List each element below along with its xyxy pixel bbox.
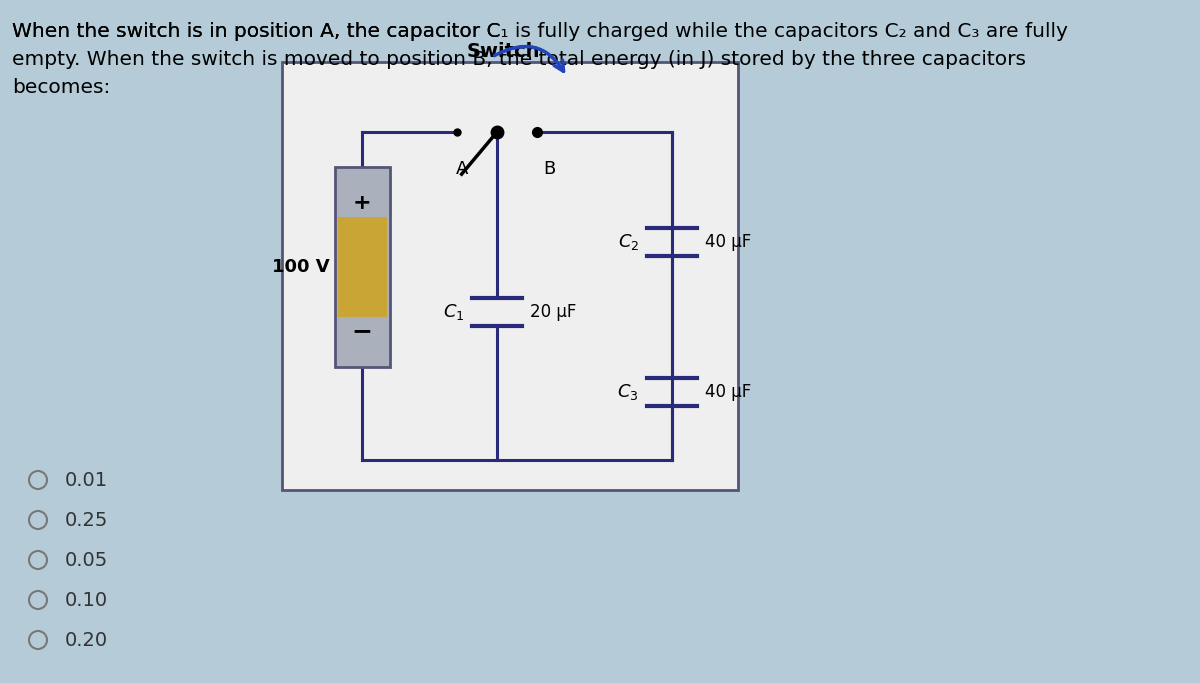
FancyBboxPatch shape — [337, 217, 386, 317]
Text: 0.20: 0.20 — [65, 630, 108, 650]
Text: 0.01: 0.01 — [65, 471, 108, 490]
Text: A: A — [456, 160, 468, 178]
Text: $C_3$: $C_3$ — [618, 382, 640, 402]
Text: B: B — [542, 160, 556, 178]
Text: +: + — [353, 193, 371, 213]
FancyBboxPatch shape — [282, 62, 738, 490]
Text: 40 μF: 40 μF — [706, 233, 751, 251]
Text: $C_2$: $C_2$ — [618, 232, 640, 252]
Text: $C_1$: $C_1$ — [443, 302, 464, 322]
Text: empty. When the switch is moved to position B, the total energy (in J) stored by: empty. When the switch is moved to posit… — [12, 50, 1026, 69]
FancyBboxPatch shape — [335, 167, 390, 367]
Text: 20 μF: 20 μF — [530, 303, 576, 321]
Text: When the switch is in position A, the capacitor C: When the switch is in position A, the ca… — [12, 22, 500, 41]
Text: 40 μF: 40 μF — [706, 383, 751, 401]
Text: Switch: Switch — [467, 42, 540, 61]
Text: 0.10: 0.10 — [65, 591, 108, 609]
Text: 100 V: 100 V — [272, 258, 330, 276]
Text: When the switch is in position A, the capacitor C₁ is fully charged while the ca: When the switch is in position A, the ca… — [12, 22, 1068, 41]
Text: 0.25: 0.25 — [65, 510, 108, 529]
Text: −: − — [352, 319, 372, 343]
Text: becomes:: becomes: — [12, 78, 110, 97]
Text: 0.05: 0.05 — [65, 550, 108, 570]
